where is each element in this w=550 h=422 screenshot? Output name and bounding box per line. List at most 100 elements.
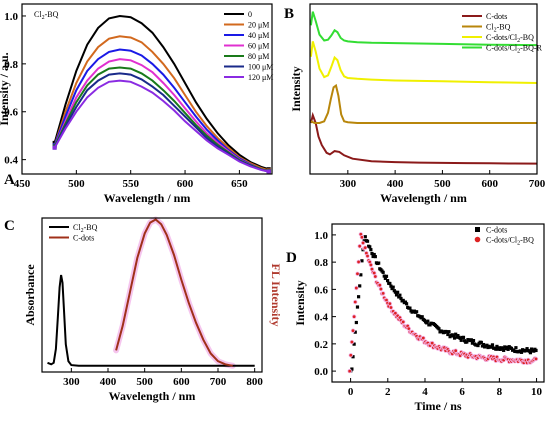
data-point — [476, 343, 480, 348]
legend-label: C-dots — [73, 234, 94, 243]
panel-c: 300 400 500 600 700 800 Wavelength / nm Absorba… — [4, 216, 283, 403]
data-point — [481, 342, 486, 347]
data-point — [398, 293, 402, 297]
legend-label: 0 — [248, 10, 252, 19]
panel-b: 300 400 500 600 700 Wavelength / nm Intensity C… — [284, 3, 546, 205]
data-point — [509, 346, 514, 350]
data-point — [453, 348, 458, 353]
data-point — [377, 282, 382, 288]
panel-letter: D — [286, 250, 297, 266]
panel-d-frame — [331, 223, 545, 383]
series-1-points — [347, 232, 539, 374]
data-point — [503, 345, 507, 349]
data-point — [365, 253, 370, 259]
data-point — [358, 284, 362, 288]
data-point — [399, 296, 403, 301]
data-point — [389, 284, 393, 288]
y-tick-label: 0.6 — [314, 284, 328, 296]
data-point — [372, 270, 377, 276]
data-point — [446, 332, 450, 337]
data-point — [525, 347, 529, 351]
data-point — [365, 239, 370, 243]
data-point — [354, 285, 359, 291]
x-tick-label: 0 — [348, 386, 354, 398]
data-point — [470, 341, 475, 345]
y-tick-label: 0.8 — [314, 257, 328, 269]
x-tick-label: 8 — [497, 386, 503, 398]
y-tick-label: 0.4 — [4, 155, 18, 167]
data-point — [349, 339, 355, 345]
x-tick-label: 600 — [481, 178, 498, 190]
x-tick-label: 500 — [434, 178, 451, 190]
data-point — [471, 338, 476, 343]
y-tick-label: 0.4 — [314, 312, 328, 324]
data-point — [360, 259, 364, 263]
panel-c-frame — [41, 217, 263, 373]
data-point — [420, 315, 424, 319]
x-tick-label: 550 — [122, 178, 139, 190]
legend-label: 100 μM — [248, 63, 273, 72]
x-tick-label: 800 — [246, 376, 263, 388]
legend-label: 40 μM — [248, 31, 269, 40]
x-tick-label: 400 — [387, 178, 404, 190]
legend-label: C-dots/Cl2-BQ — [486, 236, 534, 247]
legend-label: 20 μM — [248, 21, 269, 30]
series-line-1 — [115, 218, 233, 367]
data-point — [451, 334, 456, 338]
data-point — [348, 353, 353, 358]
data-point — [524, 348, 528, 352]
data-point — [350, 328, 356, 333]
data-point — [388, 305, 394, 310]
data-point — [378, 286, 384, 292]
data-point — [382, 274, 386, 278]
x-tick-label: 450 — [14, 178, 31, 190]
data-point — [404, 302, 409, 306]
legend-marker — [474, 236, 481, 243]
x-axis-title: Wavelength / nm — [380, 191, 467, 205]
data-point — [351, 355, 355, 359]
data-point — [368, 245, 372, 249]
inset-label: Cl2-BQ — [34, 10, 59, 21]
data-point — [381, 270, 385, 274]
legend-label: 80 μM — [248, 52, 269, 61]
data-point — [383, 276, 387, 281]
data-point — [393, 290, 398, 294]
data-point — [362, 239, 366, 243]
data-point — [534, 348, 538, 353]
legend-marker — [475, 227, 480, 232]
y-axis-title: Intensity / a.u. — [0, 52, 11, 125]
y-tick-label: 0.2 — [314, 339, 328, 351]
data-point — [528, 351, 533, 355]
panel-letter: B — [284, 6, 294, 22]
data-point — [506, 347, 510, 351]
series-endpoint — [266, 169, 271, 174]
data-point — [387, 301, 393, 306]
data-point — [514, 346, 518, 350]
panel-letter: A — [4, 172, 15, 188]
x-tick-label: 300 — [63, 376, 80, 388]
x-tick-label: 300 — [340, 178, 357, 190]
x-tick-label: 10 — [531, 386, 543, 398]
data-point — [485, 343, 489, 347]
data-point — [500, 346, 505, 350]
data-point — [425, 321, 429, 325]
x-tick-label: 600 — [177, 178, 194, 190]
data-point — [363, 245, 368, 250]
data-point — [502, 348, 506, 352]
data-point — [354, 320, 358, 325]
legend-label: 60 μM — [248, 42, 269, 51]
x-tick-label: 400 — [100, 376, 117, 388]
data-point — [428, 323, 432, 327]
data-point — [513, 349, 517, 354]
data-point — [401, 319, 406, 325]
series-line-6 — [53, 79, 269, 173]
y-axis-title: Intensity — [293, 280, 307, 325]
legend-label: C-dots/Cl2-BQ — [486, 33, 534, 44]
series-0-points — [348, 235, 538, 373]
data-point — [397, 295, 401, 299]
data-point — [353, 299, 358, 305]
data-point — [454, 332, 458, 336]
data-point — [490, 343, 495, 347]
data-point — [353, 330, 357, 334]
